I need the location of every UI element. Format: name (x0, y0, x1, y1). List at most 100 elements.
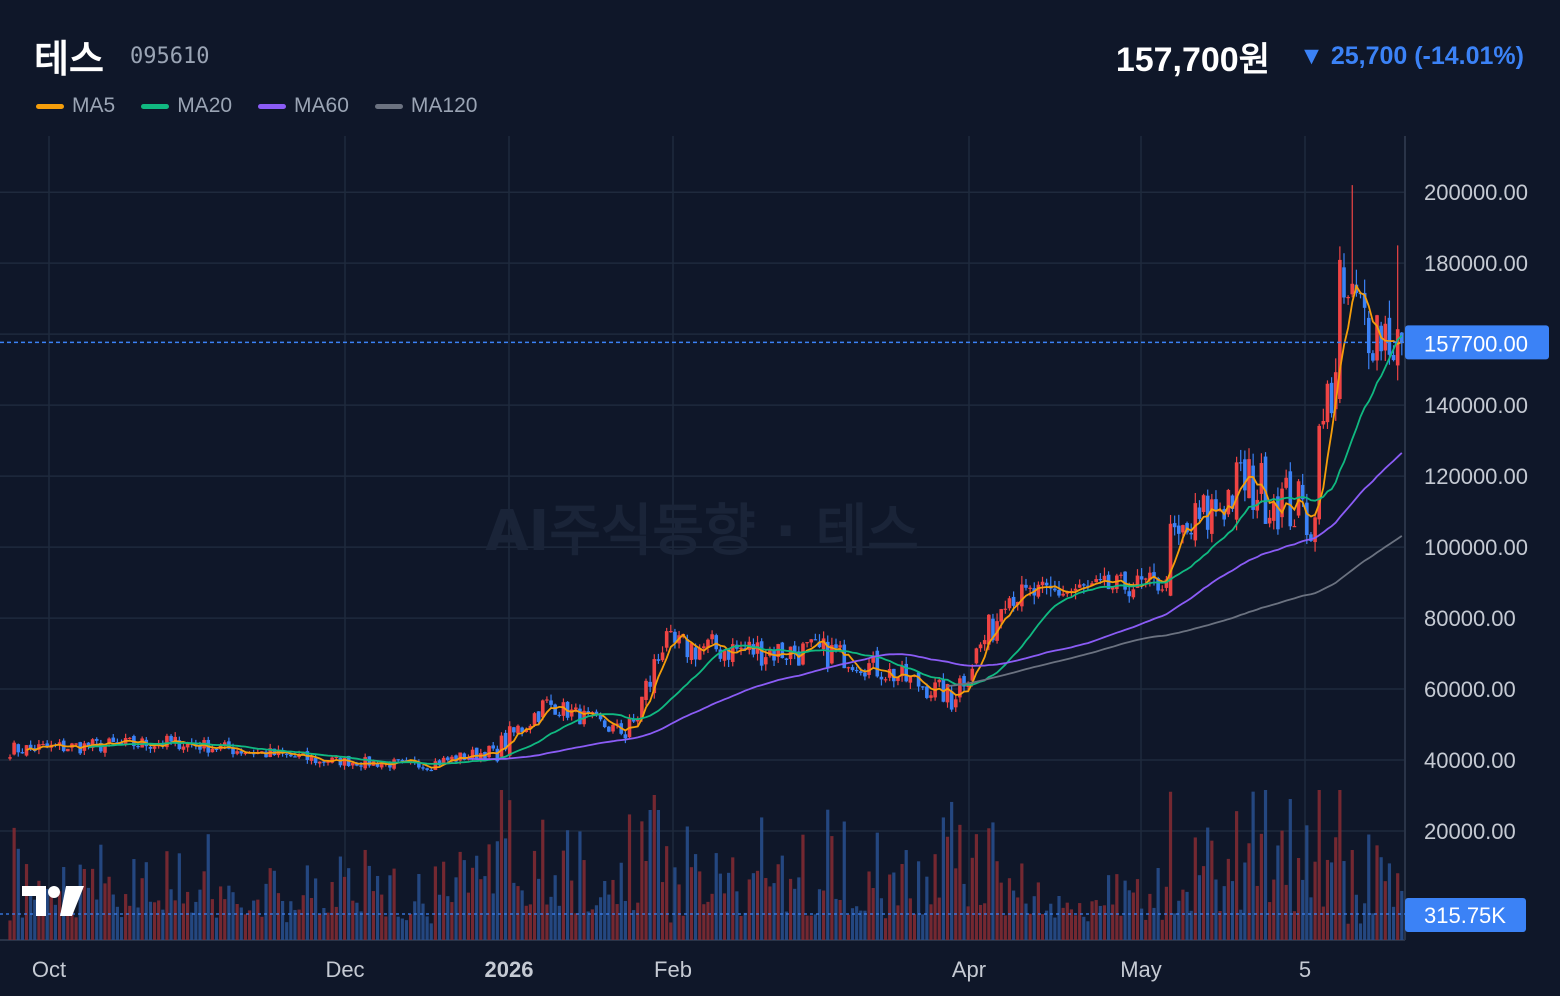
volume-bar (1181, 889, 1185, 940)
volume-bar (570, 880, 574, 940)
volume-bar (177, 853, 181, 940)
volume-bar (1400, 890, 1404, 940)
volume-bar (561, 850, 566, 940)
candle-body (1333, 372, 1338, 410)
candle-body (309, 756, 314, 761)
volume-bar (1296, 858, 1301, 940)
candle-body (598, 714, 603, 720)
volume-bar (475, 855, 479, 940)
volume-bar (739, 916, 743, 940)
candle-body (1321, 420, 1326, 425)
volume-bar (198, 889, 202, 940)
volume-bar (78, 864, 82, 940)
volume-bar (954, 868, 958, 940)
volume-bar (950, 801, 954, 940)
volume-bar (1363, 903, 1367, 940)
volume-bar (202, 871, 206, 940)
volume-bar (574, 913, 578, 940)
volume-bar (256, 899, 260, 940)
volume-bar (285, 922, 289, 940)
volume-bar (91, 868, 95, 940)
candle-body (16, 744, 21, 753)
volume-bar (1210, 840, 1214, 940)
volume-bar (1280, 830, 1284, 940)
volume-bar (933, 854, 937, 940)
candle-body (1371, 353, 1375, 361)
volume-bar (917, 861, 921, 940)
volume-bar (776, 864, 780, 940)
candle-body (1181, 525, 1185, 533)
volume-bar (1148, 893, 1152, 940)
volume-bar (698, 871, 702, 940)
candle-body (1160, 589, 1165, 591)
volume-bar (487, 844, 491, 940)
volume-bar (29, 892, 33, 940)
tradingview-logo-icon[interactable] (22, 884, 86, 922)
candle-body (1243, 459, 1247, 491)
candle-body (421, 767, 425, 769)
volume-bar (784, 911, 789, 940)
volume-bar (755, 870, 760, 940)
x-tick-label: 5 (1299, 957, 1311, 982)
candle-body (1003, 608, 1008, 610)
candle-body (8, 757, 12, 759)
candle-body (384, 762, 388, 764)
candle-body (540, 700, 545, 718)
volume-bar (1346, 923, 1350, 940)
candle-body (491, 745, 496, 749)
candle-body (1391, 355, 1396, 361)
candle-body (1152, 572, 1156, 577)
volume-bar (520, 890, 524, 940)
y-tick-label: 180000.00 (1424, 251, 1528, 276)
volume-bar (53, 904, 58, 940)
volume-bar (607, 894, 611, 940)
candle-body (396, 759, 401, 761)
volume-bar (214, 917, 219, 940)
last-price-label: 157700.00 (1424, 331, 1528, 356)
volume-bar (1119, 915, 1123, 940)
candle-body (1090, 583, 1094, 586)
volume-bar (1276, 845, 1280, 940)
candle-body (239, 751, 244, 754)
candle-body (685, 639, 690, 658)
legend-ma5[interactable]: MA5 (36, 94, 115, 118)
volume-bar (557, 905, 561, 940)
candle-body (45, 743, 49, 748)
candle-body (768, 649, 772, 656)
candle-body (1086, 585, 1090, 587)
candle-body (978, 644, 983, 649)
legend-ma60-label: MA60 (294, 94, 349, 117)
volume-bar (421, 903, 425, 940)
volume-bar (879, 898, 884, 940)
volume-bar (1338, 790, 1342, 940)
volume-bar (190, 912, 194, 940)
volume-bar (710, 893, 714, 940)
volume-bar (1065, 902, 1069, 940)
candle-body (892, 668, 896, 682)
legend-ma20[interactable]: MA20 (141, 94, 232, 118)
candle-body (871, 656, 875, 663)
candle-body (656, 659, 661, 661)
candle-body (103, 745, 107, 753)
candle-body (652, 659, 657, 694)
volume-bar (747, 879, 751, 940)
candle-body (569, 709, 574, 717)
candle-body (445, 757, 450, 761)
volume-bar (995, 861, 999, 940)
candle-body (1309, 534, 1313, 541)
legend-ma60[interactable]: MA60 (258, 94, 349, 118)
candle-body (272, 748, 277, 756)
legend-ma120[interactable]: MA120 (374, 94, 477, 118)
candle-body (66, 748, 70, 752)
candle-body (586, 711, 590, 713)
y-tick-label: 80000.00 (1424, 606, 1516, 631)
candle-body (1139, 576, 1144, 580)
volume-bar (623, 900, 627, 940)
volume-bar (1379, 857, 1383, 940)
volume-bar (219, 886, 223, 940)
candle-body (578, 708, 582, 725)
volume-bar (978, 904, 983, 940)
volume-bar (892, 872, 896, 940)
volume-bar (371, 891, 376, 940)
